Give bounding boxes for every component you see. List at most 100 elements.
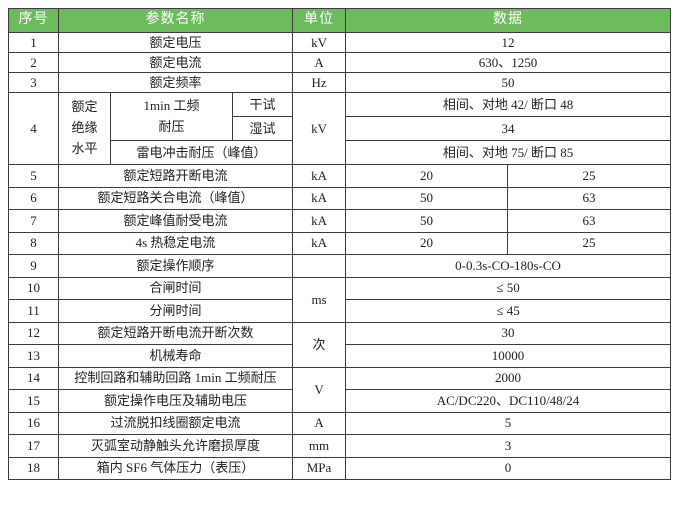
unit-label xyxy=(292,254,347,278)
param-name: 过流脱扣线圈额定电流 xyxy=(57,411,294,435)
param-name: 额定短路关合电流（峰值） xyxy=(57,186,294,210)
spec-table: 序号 参数名称 单位 数据 1 额定电压 kV 12 2 额定电流 A 630、… xyxy=(8,8,672,480)
data-value-left: 50 xyxy=(345,209,509,233)
unit-label: kA xyxy=(292,231,347,255)
param-name: 分闸时间 xyxy=(57,299,294,323)
table-row: 15 额定操作电压及辅助电压 AC/DC220、DC110/48/24 xyxy=(8,389,672,413)
data-value: 630、1250 xyxy=(345,52,672,73)
row-number: 14 xyxy=(8,366,59,390)
data-value: ≤ 45 xyxy=(345,299,672,323)
param-name: 额定峰值耐受电流 xyxy=(57,209,294,233)
param-name: 灭弧室动静触头允许磨损厚度 xyxy=(57,434,294,458)
unit-label: 次 xyxy=(292,321,347,368)
data-value: 相间、对地 42/ 断口 48 xyxy=(345,92,672,117)
test-mode-label: 湿试 xyxy=(231,116,294,141)
data-value: 相间、对地 75/ 断口 85 xyxy=(345,140,672,165)
row-number: 1 xyxy=(8,32,59,53)
data-value: 3 xyxy=(345,434,672,458)
data-value-right: 63 xyxy=(507,186,672,210)
insulation-group-text: 额定绝缘水平 xyxy=(71,99,98,156)
row-number: 18 xyxy=(8,456,59,480)
power-frequency-withstand-text: 1min 工频耐压 xyxy=(143,98,200,134)
data-value-left: 50 xyxy=(345,186,509,210)
row-number: 17 xyxy=(8,434,59,458)
test-mode-label: 干试 xyxy=(231,92,294,117)
unit-label: kA xyxy=(292,164,347,188)
table-row: 2 额定电流 A 630、1250 xyxy=(8,52,672,73)
row-number: 7 xyxy=(8,209,59,233)
row-number: 15 xyxy=(8,389,59,413)
param-name: 4s 热稳定电流 xyxy=(57,231,294,255)
table-row: 5 额定短路开断电流 kA 20 25 xyxy=(8,164,672,188)
row-number: 8 xyxy=(8,231,59,255)
table-row: 雷电冲击耐压（峰值） 相间、对地 75/ 断口 85 xyxy=(9,140,672,165)
unit-label: kA xyxy=(292,186,347,210)
data-value: 0-0.3s-CO-180s-CO xyxy=(345,254,672,278)
table-row: 3 额定频率 Hz 50 xyxy=(8,72,672,93)
row-number: 11 xyxy=(8,299,59,323)
param-name: 机械寿命 xyxy=(57,344,294,368)
column-header-no: 序号 xyxy=(8,8,59,33)
table-row: 9 额定操作顺序 0-0.3s-CO-180s-CO xyxy=(8,254,672,278)
row-number: 13 xyxy=(8,344,59,368)
param-name: 额定操作顺序 xyxy=(57,254,294,278)
row-number: 4 xyxy=(8,92,59,165)
header-row: 序号 参数名称 单位 数据 xyxy=(8,8,672,33)
unit-label: A xyxy=(292,411,347,435)
table-row: 10 合闸时间 ms ≤ 50 xyxy=(8,276,672,323)
param-name: 额定操作电压及辅助电压 xyxy=(57,389,294,413)
data-value-left: 20 xyxy=(345,164,509,188)
param-name: 额定电流 xyxy=(57,52,294,73)
data-value: 12 xyxy=(345,32,672,53)
row-number: 12 xyxy=(8,321,59,345)
data-value: 5 xyxy=(345,411,672,435)
table-row: 6 额定短路关合电流（峰值） kA 50 63 xyxy=(8,186,672,210)
unit-label: kV xyxy=(292,92,347,165)
unit-label: V xyxy=(292,366,347,413)
unit-label: mm xyxy=(292,434,347,458)
param-name: 1min 工频耐压 xyxy=(110,92,233,141)
row-number: 2 xyxy=(8,52,59,73)
table-row: 14 控制回路和辅助回路 1min 工频耐压 V 2000 xyxy=(8,366,672,413)
unit-label: Hz xyxy=(292,72,347,93)
data-value: 34 xyxy=(345,116,672,141)
unit-label: A xyxy=(292,52,347,73)
row-number: 16 xyxy=(8,411,59,435)
unit-label: ms xyxy=(292,276,347,323)
table-row: 17 灭弧室动静触头允许磨损厚度 mm 3 xyxy=(8,434,672,458)
column-header-unit: 单位 xyxy=(292,8,347,33)
table-row: 18 箱内 SF6 气体压力（表压） MPa 0 xyxy=(8,456,672,480)
insulation-group-label: 额定绝缘水平 xyxy=(58,92,111,165)
row-number: 6 xyxy=(8,186,59,210)
data-value: 50 xyxy=(345,72,672,93)
table-row: 12 额定短路开断电流开断次数 次 30 xyxy=(8,321,672,368)
data-value: ≤ 50 xyxy=(345,276,672,300)
unit-label: MPa xyxy=(292,456,347,480)
data-value-right: 63 xyxy=(507,209,672,233)
data-value: 2000 xyxy=(345,366,672,390)
unit-label: kV xyxy=(292,32,347,53)
table-row: 湿试 34 xyxy=(9,116,672,141)
param-name: 箱内 SF6 气体压力（表压） xyxy=(57,456,294,480)
param-name: 额定短路开断电流 xyxy=(57,164,294,188)
param-name: 额定短路开断电流开断次数 xyxy=(57,321,294,345)
data-value-right: 25 xyxy=(507,164,672,188)
data-value-left: 20 xyxy=(345,231,509,255)
table-row: 4 额定绝缘水平 1min 工频耐压 干试 kV 相间、对地 42/ 断口 48 xyxy=(8,92,672,165)
row-number: 10 xyxy=(8,276,59,300)
data-value: 10000 xyxy=(345,344,672,368)
param-name: 合闸时间 xyxy=(57,276,294,300)
data-value: AC/DC220、DC110/48/24 xyxy=(345,389,672,413)
table-row: 1 额定电压 kV 12 xyxy=(8,32,672,53)
row-number: 9 xyxy=(8,254,59,278)
column-header-param: 参数名称 xyxy=(57,8,294,33)
param-name: 控制回路和辅助回路 1min 工频耐压 xyxy=(57,366,294,390)
row-number: 5 xyxy=(8,164,59,188)
table-row: 8 4s 热稳定电流 kA 20 25 xyxy=(8,231,672,255)
param-name: 额定电压 xyxy=(57,32,294,53)
data-value: 0 xyxy=(345,456,672,480)
table-row: 11 分闸时间 ≤ 45 xyxy=(8,299,672,323)
column-header-data: 数据 xyxy=(345,8,672,33)
data-value-right: 25 xyxy=(507,231,672,255)
